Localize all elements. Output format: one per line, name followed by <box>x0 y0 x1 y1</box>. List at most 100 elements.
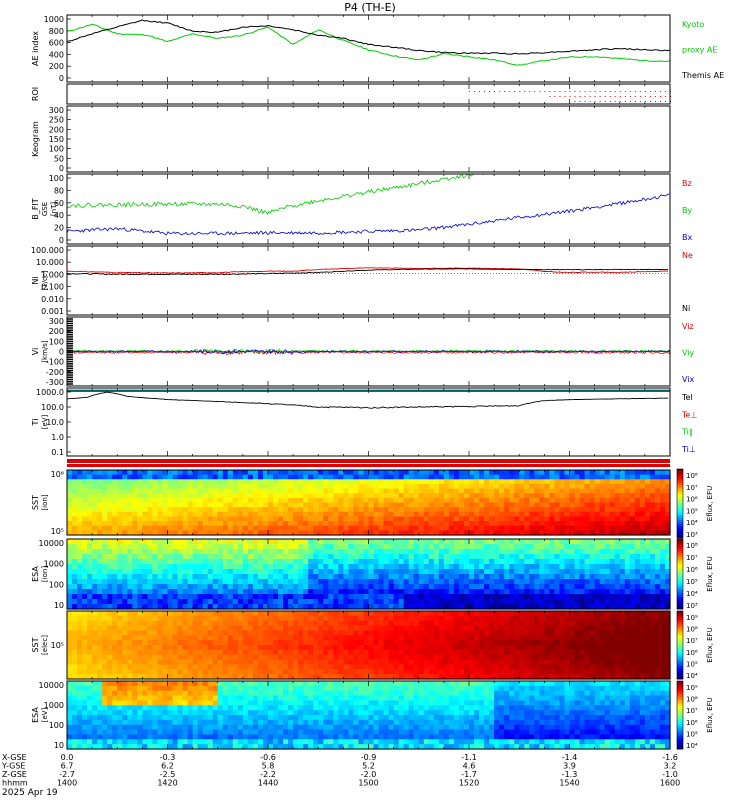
sst_elec-cell <box>323 645 329 651</box>
esa_ion-cell <box>262 559 269 565</box>
esa_ion-cell <box>378 544 385 550</box>
sst_ion-cell <box>428 511 435 518</box>
sst_elec-cell <box>232 659 239 666</box>
esa_ion-cell <box>544 584 551 590</box>
esa_ion-cell <box>257 574 264 580</box>
esa_ion-cell <box>584 574 591 580</box>
sst_ion-cell <box>252 507 259 513</box>
sst_ion-cell <box>398 521 405 527</box>
sst_elec-cell <box>308 649 314 656</box>
esa_ion-cell <box>137 594 143 600</box>
esa_ion-cell <box>499 559 505 565</box>
sst_ion-cell <box>242 488 249 494</box>
esa_ion-cell <box>634 589 641 595</box>
esa_ion-cell <box>358 559 365 565</box>
sst_elec-cell <box>262 620 269 627</box>
sst_ion-cell <box>318 493 324 499</box>
sst_ion-cell <box>117 479 123 485</box>
esa_ion-cell <box>458 554 465 560</box>
esa_ion-cell <box>112 544 118 550</box>
esa_ion-cell <box>192 589 199 595</box>
sst_ion-cell <box>383 479 390 485</box>
sst_ion-cell <box>278 497 284 504</box>
sst_ion-cell <box>217 488 224 494</box>
esa_ion-cell <box>659 559 666 565</box>
esa_ion-cell <box>318 599 324 605</box>
sst_elec-cell <box>278 615 284 622</box>
esa_ion-cell <box>624 604 631 610</box>
sst_elec-cell <box>107 645 113 651</box>
esa_ion-cell <box>67 559 73 565</box>
sst_ion-cell <box>569 479 576 485</box>
sst_elec-cell <box>283 659 289 666</box>
esa_ion-cell <box>242 569 249 575</box>
sst_ion-cell <box>182 479 189 485</box>
sst_elec-cell <box>378 649 385 656</box>
sst_elec-cell <box>227 649 234 656</box>
sst_ion-cell <box>247 493 254 499</box>
sst_elec-cell <box>373 640 380 646</box>
sst_ion-cell <box>664 483 671 490</box>
sst_elec-cell <box>192 669 199 675</box>
esa_ion-cell <box>217 544 224 550</box>
esa_ion-cell <box>463 579 470 585</box>
esa_ion-cell <box>323 564 329 570</box>
sst_ion-cell <box>574 474 581 480</box>
bfield-ytick-label: 80 <box>54 186 64 195</box>
sst_ion-cell <box>509 511 515 518</box>
esa_ion-cell <box>273 584 279 590</box>
sst_ion-cell <box>247 507 254 513</box>
esa_ion-cell <box>77 579 83 585</box>
sst_elec-cell <box>112 649 118 656</box>
esa_ion-cell <box>413 549 420 555</box>
sst_ion-cell <box>609 493 616 499</box>
esa_ion-cell <box>373 544 380 550</box>
sst_ion-cell <box>504 502 510 508</box>
esa_ion-cell <box>227 584 234 590</box>
sst_ion-cell <box>609 530 616 536</box>
sst_elec-cell <box>252 630 259 636</box>
sst_ion-cell <box>644 511 651 518</box>
esa_ion-cell <box>544 549 551 555</box>
sst_ion-cell <box>649 497 656 504</box>
esa_ion-cell <box>418 539 425 545</box>
esa_ion-cell <box>127 584 133 590</box>
sst_elec-cell <box>373 635 380 641</box>
esa_ion-cell <box>278 554 284 560</box>
sst_ion-cell <box>353 507 360 513</box>
roi-dot <box>514 91 516 92</box>
sst_elec-cell <box>172 615 179 622</box>
sst_elec-cell <box>268 654 274 661</box>
sst_ion-cell <box>157 502 164 508</box>
esa_ion-cell <box>539 589 545 595</box>
sst_ion-cell <box>639 511 646 518</box>
sst_ion-cell <box>262 507 269 513</box>
esa_ion-cell <box>448 594 455 600</box>
esa_ion-cell <box>584 569 591 575</box>
sst_ion-cell <box>408 470 415 476</box>
sst_ion-cell <box>574 516 581 522</box>
sst_ion-cell <box>247 530 254 536</box>
sst_elec-cell <box>157 611 164 617</box>
sst_elec-cell <box>298 635 304 641</box>
esa_ion-cell <box>534 574 540 580</box>
sst_elec-cell <box>167 635 174 641</box>
esa_ion-cell <box>448 544 455 550</box>
sst_ion-cell <box>659 511 666 518</box>
esa_ion-cell <box>504 584 510 590</box>
esa_ion-cell <box>559 539 566 545</box>
esa_ion-cell <box>574 554 581 560</box>
sst_ion-cell <box>72 497 78 504</box>
sst_ion-cell <box>559 493 566 499</box>
sst_ion-cell <box>469 516 475 522</box>
sst_ion-cell <box>197 483 204 490</box>
temperature-legend-item: Ti∥ <box>681 428 693 437</box>
esa_ion-cell <box>157 599 164 605</box>
esa_ion-cell <box>504 549 510 555</box>
esa_ion-cell <box>499 584 505 590</box>
esa_ion-cell <box>182 574 189 580</box>
sst_ion-cell <box>388 470 395 476</box>
esa_ion-cell <box>479 549 485 555</box>
sst_elec-cell <box>358 640 365 646</box>
sst_elec-cell <box>338 640 344 646</box>
